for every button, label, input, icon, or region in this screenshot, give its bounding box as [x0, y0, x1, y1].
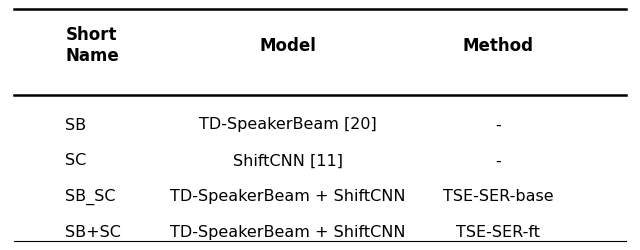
Text: Model: Model: [260, 37, 317, 55]
Text: Short
Name: Short Name: [65, 26, 119, 65]
Text: -: -: [495, 153, 501, 168]
Text: TD-SpeakerBeam + ShiftCNN: TD-SpeakerBeam + ShiftCNN: [170, 225, 406, 240]
Text: SB: SB: [65, 118, 86, 132]
Text: TSE-SER-ft: TSE-SER-ft: [456, 225, 540, 240]
Text: ShiftCNN [11]: ShiftCNN [11]: [233, 153, 343, 168]
Text: SC: SC: [65, 153, 86, 168]
Text: SB+SC: SB+SC: [65, 225, 121, 240]
Text: -: -: [495, 118, 501, 132]
Text: TSE-SER-base: TSE-SER-base: [443, 189, 554, 204]
Text: SB_SC: SB_SC: [65, 188, 116, 205]
Text: Method: Method: [463, 37, 534, 55]
Text: TD-SpeakerBeam [20]: TD-SpeakerBeam [20]: [199, 118, 377, 132]
Text: TD-SpeakerBeam + ShiftCNN: TD-SpeakerBeam + ShiftCNN: [170, 189, 406, 204]
